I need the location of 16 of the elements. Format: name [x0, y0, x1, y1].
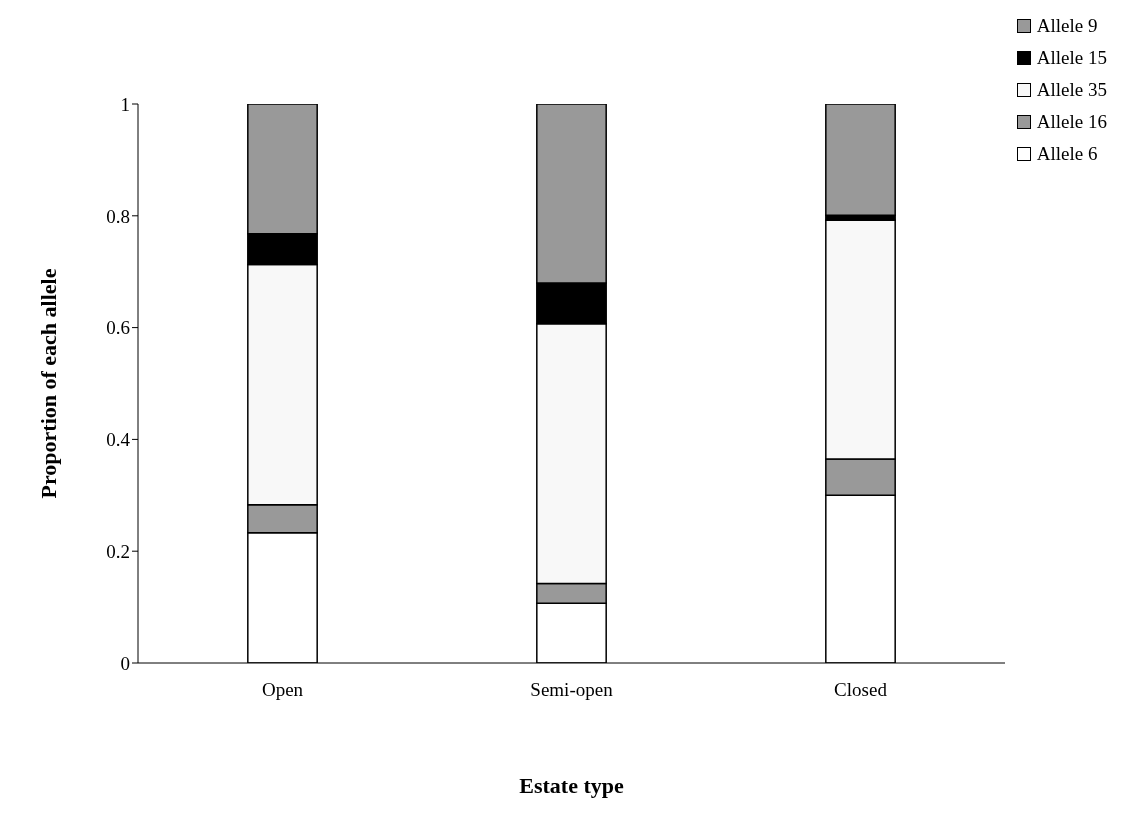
x-tick-label: Semi-open	[530, 679, 614, 701]
legend-label: Allele 9	[1036, 15, 1098, 37]
legend-label: Allele 6	[1036, 143, 1098, 165]
x-tick-label: Open	[261, 679, 304, 701]
y-axis-title: Proportion of each allele	[35, 268, 61, 499]
y-tick-label: 0.2	[106, 540, 130, 562]
legend-label: Allele 16	[1036, 111, 1107, 133]
x-tick-label: Closed	[834, 679, 888, 701]
y-tick-label: 0.8	[106, 205, 130, 227]
y-tick-label: 0	[120, 652, 130, 674]
legend-label: Allele 15	[1036, 47, 1107, 69]
y-tick-label: 0.4	[106, 429, 131, 451]
legend-label: Allele 35	[1036, 79, 1107, 101]
x-axis-title: Estate type	[519, 773, 624, 798]
y-tick-label: 1	[120, 93, 130, 115]
y-tick-label: 0.6	[106, 317, 130, 339]
